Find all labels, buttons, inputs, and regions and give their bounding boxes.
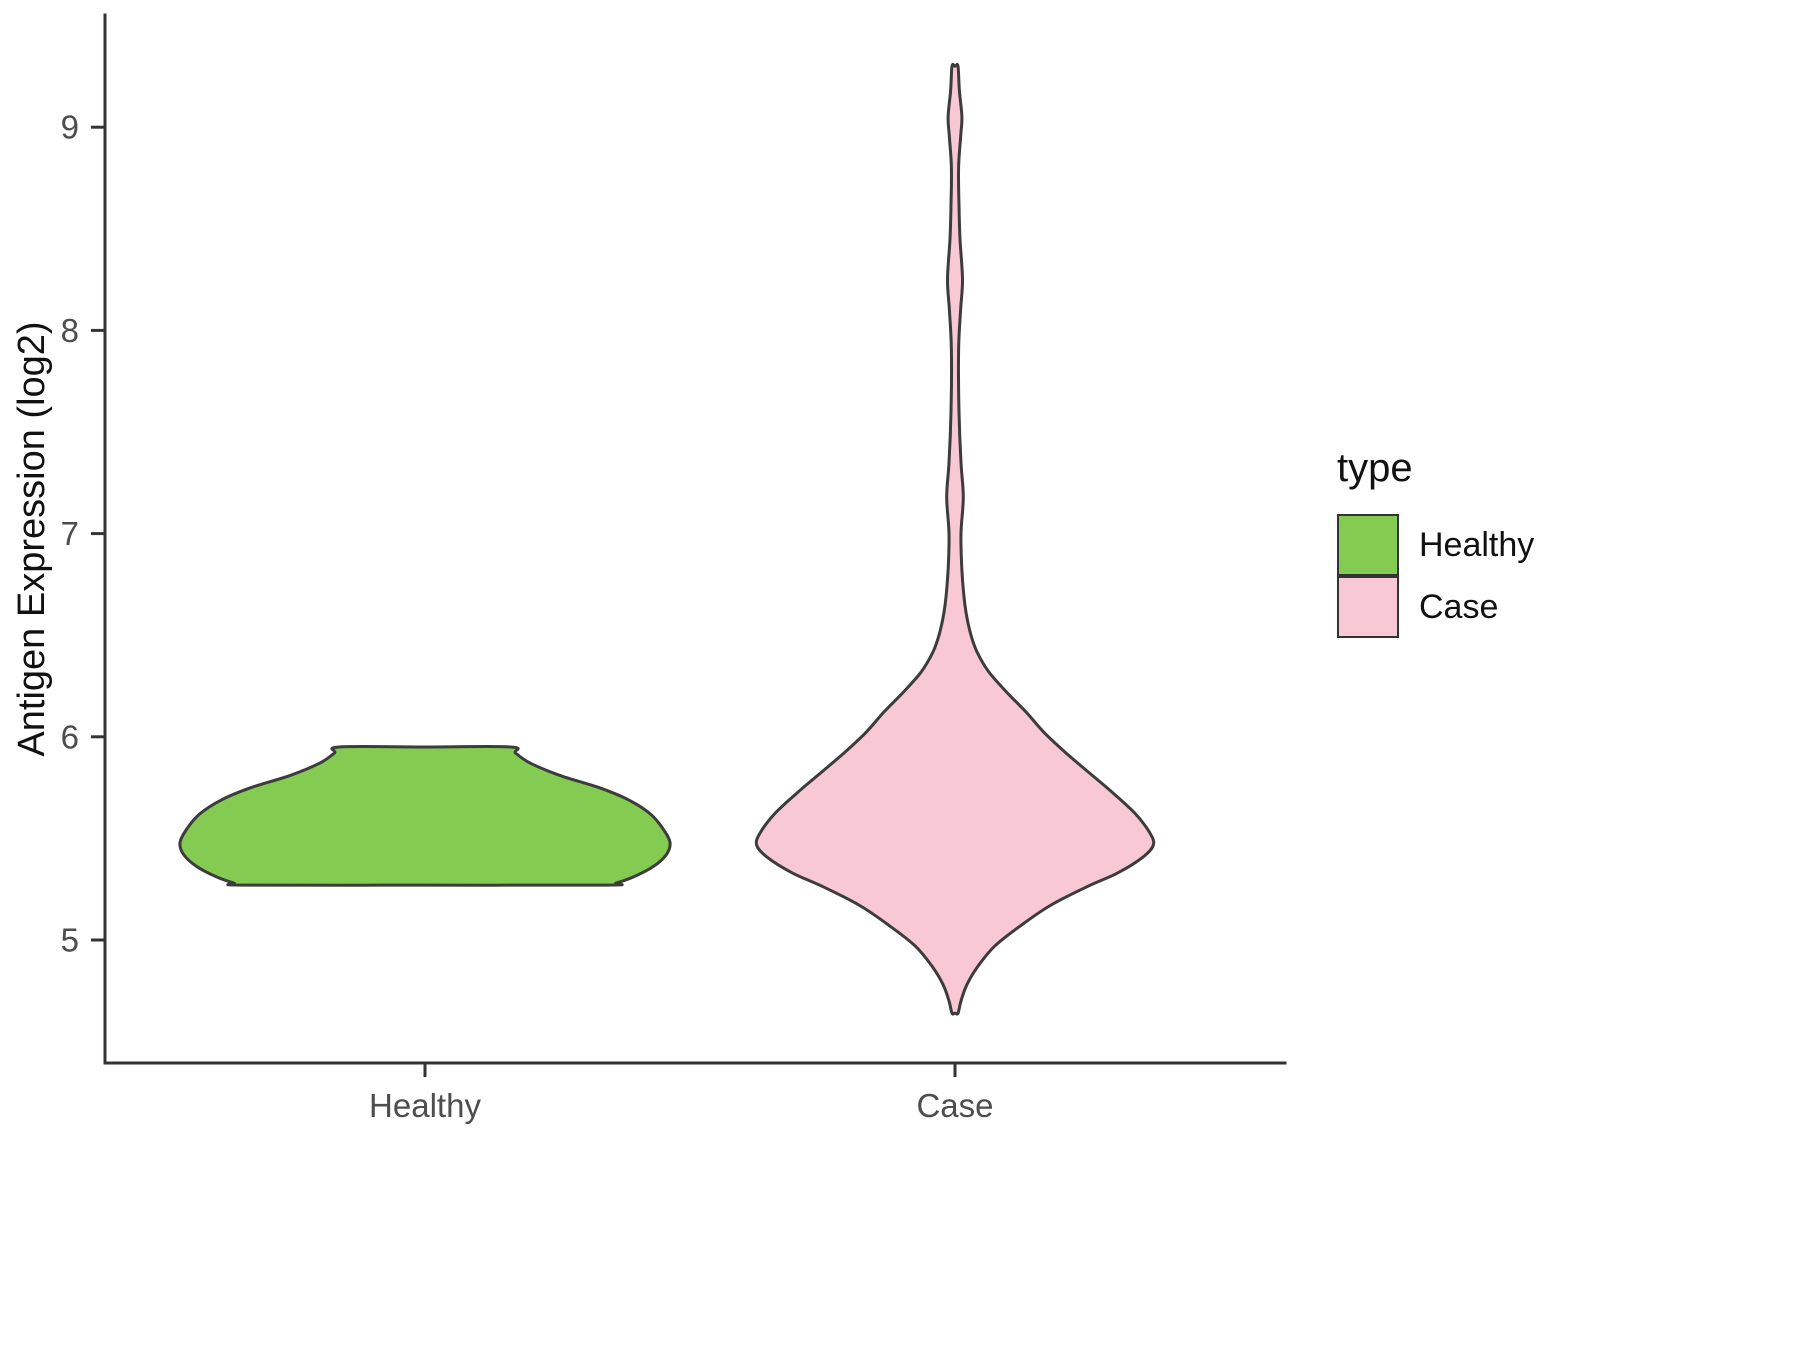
- y-tick-label: 5: [61, 922, 79, 959]
- violin-case: [754, 62, 1156, 1016]
- y-tick-label: 9: [61, 109, 79, 146]
- x-category-label: Healthy: [369, 1087, 481, 1124]
- legend-label-healthy: Healthy: [1419, 525, 1535, 564]
- legend-item-case: Case: [1337, 575, 1534, 639]
- legend-item-healthy: Healthy: [1337, 513, 1534, 577]
- y-tick-label: 6: [61, 718, 79, 755]
- y-tick-label: 7: [61, 515, 79, 552]
- x-category-label: Case: [916, 1087, 993, 1124]
- legend-swatch-case: [1337, 576, 1399, 638]
- legend: type Healthy Case: [1337, 446, 1534, 639]
- y-tick-label: 8: [61, 312, 79, 349]
- legend-label-case: Case: [1419, 587, 1499, 626]
- y-axis-title: Antigen Expression (log2): [11, 321, 53, 756]
- legend-title: type: [1337, 446, 1413, 490]
- legend-swatch-healthy: [1337, 514, 1399, 576]
- violin-healthy: [178, 745, 672, 887]
